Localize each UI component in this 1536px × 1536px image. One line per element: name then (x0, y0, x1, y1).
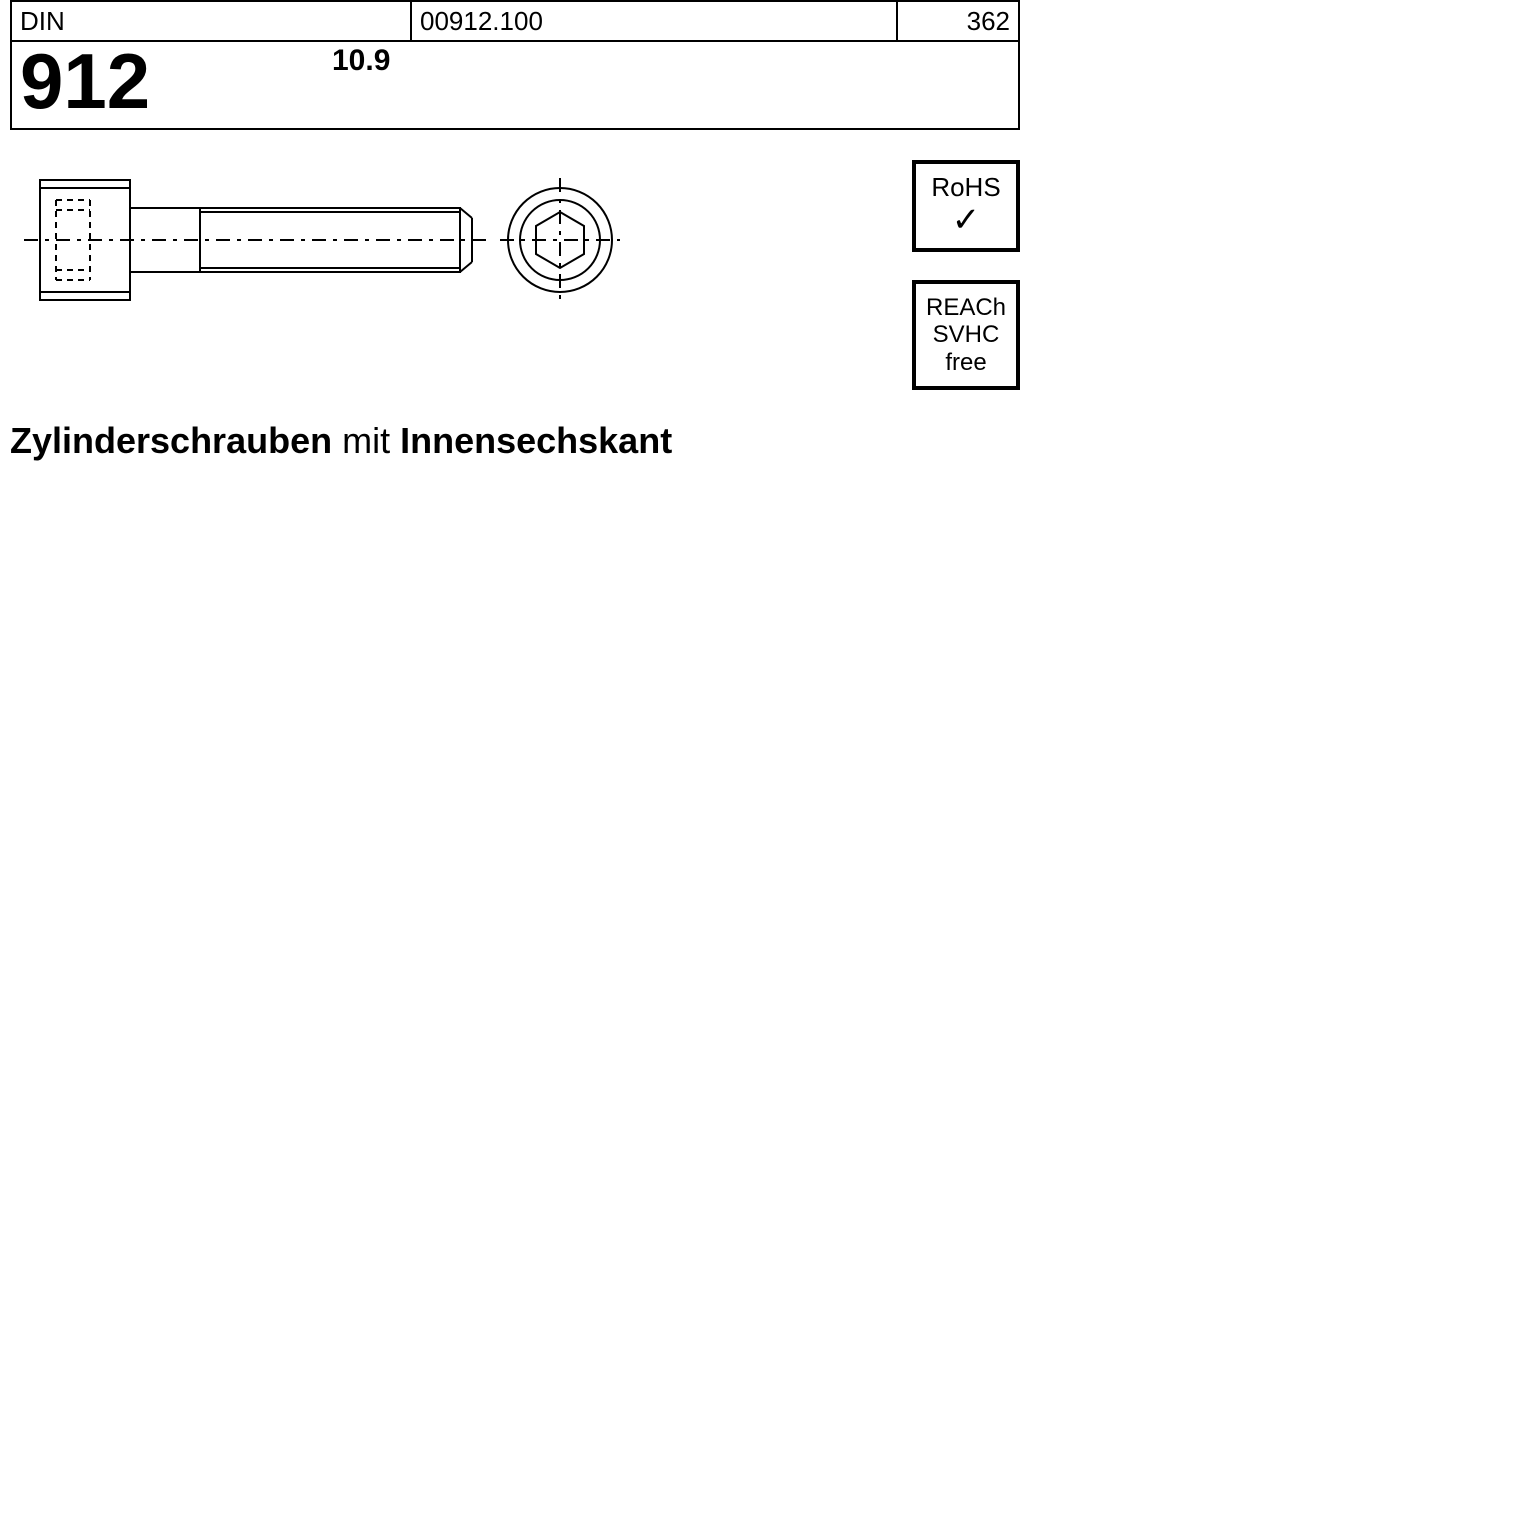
description-joiner: mit (332, 420, 400, 461)
header-standard-label: DIN (12, 2, 412, 40)
header-code: 00912.100 (412, 2, 898, 40)
strength-class: 10.9 (332, 42, 390, 128)
header-page-ref: 362 (898, 2, 1018, 40)
spec-row: 912 10.9 (10, 42, 1020, 130)
check-icon: ✓ (952, 202, 981, 239)
rohs-label: RoHS (931, 173, 1000, 202)
reach-line-1: REACh (926, 294, 1006, 322)
rohs-badge: RoHS ✓ (912, 160, 1020, 252)
description: Zylinderschrauben mit Innensechskant (10, 420, 1020, 462)
description-sub: Innensechskant (400, 420, 672, 461)
datasheet-page: DIN 00912.100 362 912 10.9 (10, 0, 1020, 462)
header-row: DIN 00912.100 362 (10, 0, 1020, 42)
reach-line-2: SVHC (933, 321, 1000, 349)
din-number: 912 (12, 42, 332, 128)
reach-line-3: free (945, 349, 986, 377)
diagram-area: RoHS ✓ REACh SVHC free (10, 150, 1020, 410)
screw-diagram-icon (20, 160, 620, 320)
reach-badge: REACh SVHC free (912, 280, 1020, 390)
description-main: Zylinderschrauben (10, 420, 332, 461)
